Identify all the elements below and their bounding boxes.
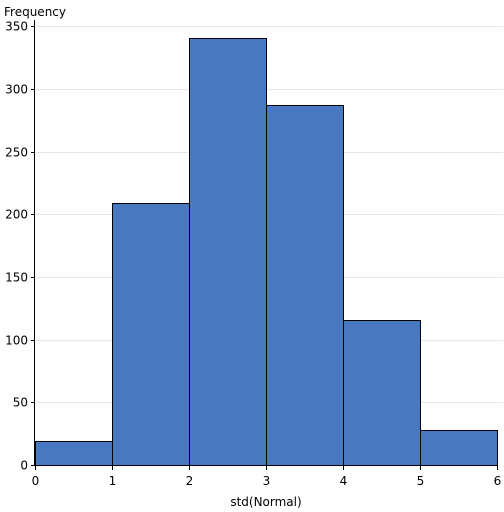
bar-4 [343,320,421,466]
bar-1 [112,203,190,466]
x-tick-label: 3 [263,474,271,488]
x-tick-label: 4 [340,474,348,488]
x-tick-label: 5 [417,474,425,488]
y-tick-label: 100 [5,334,28,348]
x-tick-label: 1 [109,474,117,488]
x-axis-title: std(Normal) [230,495,301,509]
y-axis-title: Frequency [4,5,66,19]
tick-labels: 0 50 100 150 200 250 300 350 0 1 2 3 4 5 6 [5,20,501,489]
y-tick-label: 250 [5,146,28,160]
y-tick-label: 150 [5,271,28,285]
y-tick-label: 50 [13,396,28,410]
bar-5 [420,430,498,466]
bar-3 [266,105,344,466]
y-tick-label: 350 [5,20,28,34]
x-tick-label: 0 [32,474,40,488]
y-tick-label: 200 [5,208,28,222]
bar-0 [35,441,113,466]
y-tick-label: 0 [20,459,28,473]
x-tick-label: 6 [494,474,502,488]
bar-2 [189,38,267,466]
histogram-bars [35,38,498,466]
x-tick-label: 2 [186,474,194,488]
y-tick-label: 300 [5,83,28,97]
